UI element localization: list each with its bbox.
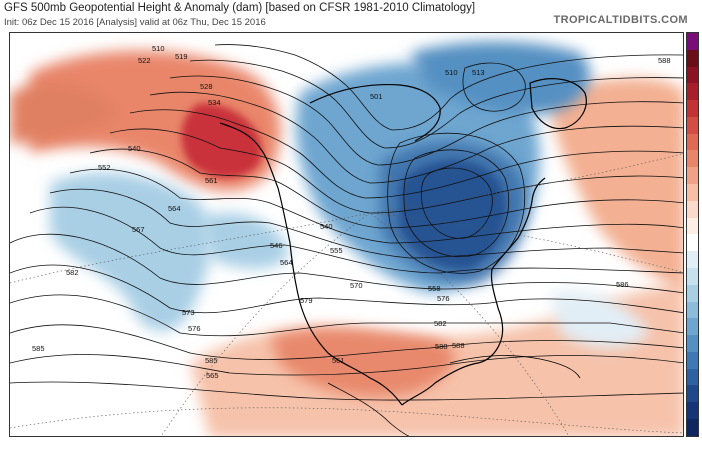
contour-label: 588 <box>435 342 448 351</box>
graticule <box>10 153 683 436</box>
contour-label: 546 <box>270 241 283 250</box>
colorbar-segment <box>687 267 698 285</box>
colorbar-segment <box>687 49 698 67</box>
colorbar-segment <box>687 200 698 218</box>
anomaly-shading <box>10 41 683 436</box>
colorbar-segment <box>687 184 698 201</box>
contour-label: 540 <box>128 144 141 153</box>
colorbar-segment <box>687 351 698 369</box>
contour-label: 558 <box>428 284 441 293</box>
contour-label: 519 <box>175 52 188 61</box>
colorbar-segment <box>687 402 698 419</box>
map-title: GFS 500mb Geopotential Height & Anomaly … <box>4 2 476 14</box>
contour-label: 585 <box>205 356 218 365</box>
colorbar-segment <box>687 66 698 84</box>
colorbar-segment <box>687 368 698 386</box>
positive-anomaly-alaska-core <box>181 103 262 178</box>
positive-anomaly-west-pacific <box>10 82 120 143</box>
map-canvas: 510 519 522 528 534 540 552 561 564 567 … <box>10 41 683 436</box>
contour-label: 565 <box>206 371 219 380</box>
contour-label: 588 <box>658 56 671 65</box>
positive-anomaly-east-atlantic <box>550 78 683 292</box>
colorbar-segment <box>687 385 698 403</box>
contour-label: 576 <box>437 294 450 303</box>
height-contours <box>10 44 683 401</box>
colorbar-segment <box>687 418 698 436</box>
contour-label: 570 <box>350 281 363 290</box>
positive-anomaly-south-core <box>270 328 455 397</box>
contour-label: 540 <box>320 222 333 231</box>
contour-label: 561 <box>332 356 345 365</box>
contour-label: 582 <box>66 268 79 277</box>
contour-label: 510 <box>152 44 165 53</box>
brand-watermark: TROPICALTIDBITS.COM <box>553 14 688 26</box>
contour-label: 561 <box>205 176 218 185</box>
colorbar-segment <box>687 33 698 50</box>
contour-label: 585 <box>32 344 45 353</box>
contour-label: 513 <box>472 68 485 77</box>
contour-label: 555 <box>330 246 343 255</box>
colorbar-segment <box>687 301 698 319</box>
colorbar-segment <box>687 167 698 185</box>
anomaly-map: 510 519 522 528 534 540 552 561 564 567 … <box>9 32 684 437</box>
colorbar-segment <box>687 133 698 151</box>
colorbar-segment <box>687 318 698 336</box>
contour-label: 522 <box>138 56 151 65</box>
colorbar-segment <box>687 251 698 268</box>
colorbar-segment <box>687 234 698 252</box>
colorbar-segment <box>687 83 698 101</box>
colorbar-segment <box>687 100 698 117</box>
contour-label: 564 <box>280 258 293 267</box>
contour-label: 501 <box>370 92 383 101</box>
contour-label: 573 <box>182 308 195 317</box>
contour-label: 576 <box>188 324 201 333</box>
contour-label: 528 <box>200 82 213 91</box>
contour-label: 534 <box>208 98 221 107</box>
negative-anomaly-light-south <box>550 290 650 348</box>
anomaly-colorbar <box>686 32 699 437</box>
contour-label: 552 <box>98 163 111 172</box>
contour-labels: 510 519 522 528 534 540 552 561 564 567 … <box>32 44 671 380</box>
colorbar-segment <box>687 116 698 134</box>
contour-label: 579 <box>300 296 313 305</box>
colorbar-segment <box>687 150 698 168</box>
valid-time-line: Init: 06z Dec 15 2016 [Analysis] valid a… <box>4 17 266 28</box>
negative-anomaly-hudson-mid <box>380 141 526 284</box>
colorbar-segment <box>687 284 698 302</box>
colorbar-segment <box>687 217 698 235</box>
colorbar-segment <box>687 335 698 352</box>
coastlines <box>219 78 587 436</box>
contour-label: 586 <box>616 280 629 289</box>
negative-anomaly-greenland <box>410 41 590 114</box>
contour-label: 567 <box>132 225 145 234</box>
contour-label: 588 <box>452 341 465 350</box>
negative-anomaly-north-pacific-2 <box>200 212 290 269</box>
contour-label: 510 <box>445 68 458 77</box>
contour-label: 564 <box>168 204 181 213</box>
contour-label: 582 <box>434 319 447 328</box>
negative-anomaly-north-pacific <box>50 172 211 332</box>
